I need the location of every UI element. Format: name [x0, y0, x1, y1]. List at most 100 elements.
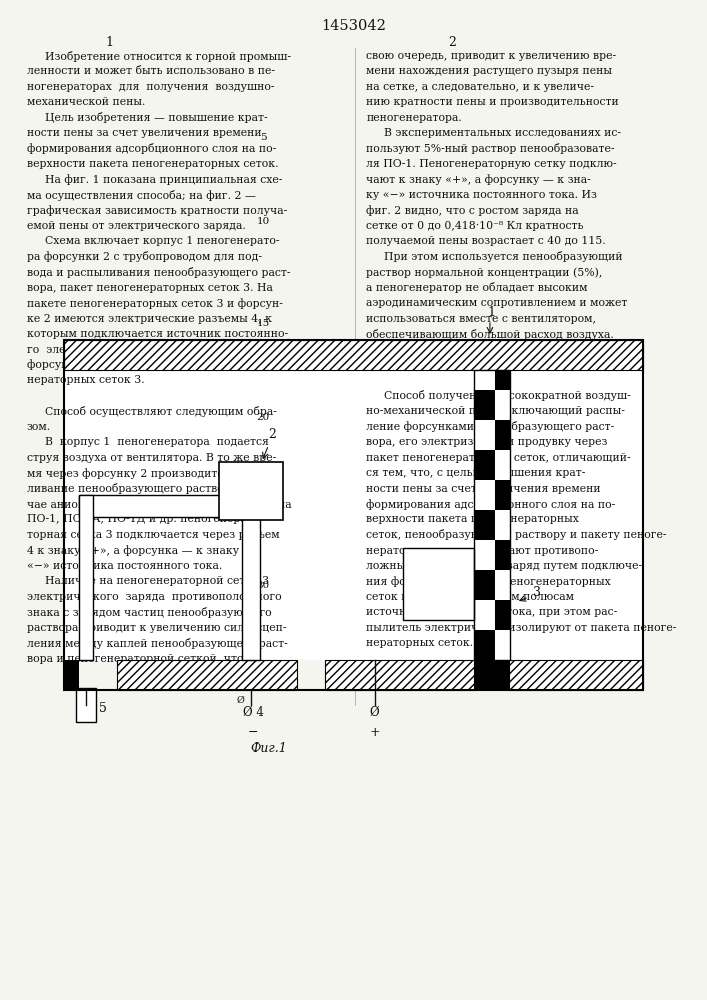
- Bar: [495, 510, 510, 540]
- Text: ПО-1, ПО-1А, ПО-1Д и др. пеногенера-: ПО-1, ПО-1А, ПО-1Д и др. пеногенера-: [27, 515, 250, 524]
- Text: использоваться вместе с вентилятором,: использоваться вместе с вентилятором,: [366, 314, 596, 324]
- Text: 3: 3: [533, 585, 542, 598]
- Text: 15: 15: [257, 320, 269, 328]
- Text: верхности пакета пеногенераторных сеток.: верхности пакета пеногенераторных сеток.: [27, 159, 279, 169]
- Bar: [325, 660, 474, 690]
- Text: пользуют 5%-ный раствор пенообразовате-: пользуют 5%-ный раствор пенообразовате-: [366, 143, 614, 154]
- Text: фиг. 2 видно, что с ростом заряда на: фиг. 2 видно, что с ростом заряда на: [366, 205, 579, 216]
- Text: 1453042: 1453042: [321, 19, 386, 33]
- Text: пакете пеногенераторных сеток 3 и форсун-: пакете пеногенераторных сеток 3 и форсун…: [27, 298, 283, 309]
- Bar: [64, 340, 643, 370]
- Text: вора, пакет пеногенераторных сеток 3. На: вора, пакет пеногенераторных сеток 3. На: [27, 283, 273, 293]
- Text: ра форсунки 2 с трубопроводом для под-: ра форсунки 2 с трубопроводом для под-: [27, 251, 262, 262]
- Text: мя через форсунку 2 производится распы-: мя через форсунку 2 производится распы-: [27, 468, 272, 479]
- Text: зом.: зом.: [27, 422, 51, 432]
- Text: 10: 10: [257, 218, 269, 227]
- Bar: [474, 480, 495, 510]
- Bar: [474, 370, 510, 660]
- Bar: [495, 390, 510, 420]
- Bar: [79, 495, 242, 517]
- Bar: [219, 462, 283, 520]
- Bar: [474, 510, 495, 540]
- Bar: [474, 450, 495, 480]
- Text: −: −: [248, 726, 258, 738]
- Text: чают к знаку «+», а форсунку — к зна-: чают к знаку «+», а форсунку — к зна-: [366, 174, 591, 185]
- Text: В  корпус 1  пеногенератора  подается: В корпус 1 пеногенератора подается: [45, 437, 269, 447]
- Text: верхности пакета пеногенераторных: верхности пакета пеногенераторных: [366, 515, 579, 524]
- Text: вора, его электризацию и продувку через: вора, его электризацию и продувку через: [366, 437, 607, 447]
- Text: ности пены за счет увеличения времени: ности пены за счет увеличения времени: [27, 128, 262, 138]
- Bar: [495, 480, 510, 510]
- Text: 35: 35: [257, 666, 269, 674]
- Bar: [76, 688, 96, 722]
- Bar: [474, 660, 509, 690]
- Text: ке 2 имеются электрические разъемы 4, к: ке 2 имеются электрические разъемы 4, к: [27, 314, 272, 324]
- Text: 2: 2: [268, 428, 276, 442]
- Text: формирования адсорбционного слоя на по-: формирования адсорбционного слоя на по-: [366, 499, 616, 510]
- Bar: [495, 630, 510, 660]
- Text: Изобретение относится к горной промыш-: Изобретение относится к горной промыш-: [45, 50, 291, 62]
- Text: нию кратности пены и производительности: нию кратности пены и производительности: [366, 97, 619, 107]
- Text: ногенераторах  для  получения  воздушно-: ногенераторах для получения воздушно-: [27, 82, 274, 92]
- Text: 25: 25: [257, 504, 269, 514]
- Bar: [403, 548, 474, 620]
- Text: 1: 1: [105, 36, 114, 49]
- Text: вора и пеногенераторной сеткой, что, в: вора и пеногенераторной сеткой, что, в: [27, 654, 257, 664]
- Text: Ø 4: Ø 4: [243, 706, 264, 718]
- Bar: [79, 495, 93, 660]
- Text: торная сетка 3 подключается через разъем: торная сетка 3 подключается через разъем: [27, 530, 279, 540]
- Text: ление форсунками пенообразующего раст-: ление форсунками пенообразующего раст-: [366, 421, 614, 432]
- Text: источника постоянного тока, при этом рас-: источника постоянного тока, при этом рас…: [366, 607, 617, 617]
- Text: нераторных сеток сообщают противопо-: нераторных сеток сообщают противопо-: [366, 545, 599, 556]
- Bar: [495, 370, 510, 390]
- Bar: [117, 660, 297, 690]
- Text: го  электрического  тока.  Прокладкой 5: го электрического тока. Прокладкой 5: [27, 345, 262, 355]
- Text: раствора приводит к увеличению силы сцеп-: раствора приводит к увеличению силы сцеп…: [27, 623, 286, 633]
- Bar: [474, 570, 495, 600]
- Text: аэродинамическим сопротивлением и может: аэродинамическим сопротивлением и может: [366, 298, 628, 308]
- Text: 5: 5: [98, 702, 107, 714]
- Text: пеногенератора.: пеногенератора.: [366, 113, 462, 123]
- Text: а пеногенератор не обладает высоким: а пеногенератор не обладает высоким: [366, 282, 588, 293]
- Text: +: +: [369, 726, 380, 738]
- Bar: [474, 630, 495, 660]
- Bar: [474, 390, 495, 420]
- Text: В экспериментальных исследованиях ис-: В экспериментальных исследованиях ис-: [384, 128, 621, 138]
- Text: чае анионоактивных пенообразователей типа: чае анионоактивных пенообразователей тип…: [27, 499, 291, 510]
- Text: Ø: Ø: [236, 696, 245, 704]
- Text: ся тем, что, с целью повышения крат-: ся тем, что, с целью повышения крат-: [366, 468, 585, 478]
- Bar: [64, 370, 643, 660]
- Text: 30: 30: [257, 580, 269, 589]
- Text: мени нахождения растущего пузыря пены: мени нахождения растущего пузыря пены: [366, 66, 612, 76]
- Text: 1: 1: [487, 306, 496, 318]
- Text: ния форсунок и пакета пеногенераторных: ния форсунок и пакета пеногенераторных: [366, 576, 611, 587]
- Text: Способ получения высокократной воздуш-: Способ получения высокократной воздуш-: [384, 390, 631, 401]
- Bar: [474, 420, 495, 450]
- Text: 20: 20: [257, 412, 269, 422]
- Bar: [474, 540, 495, 570]
- Text: 5: 5: [259, 132, 267, 141]
- Text: ленности и может быть использовано в пе-: ленности и может быть использовано в пе-: [27, 66, 275, 76]
- Text: пылитель электрически изолируют от пакета пеноге-: пылитель электрически изолируют от пакет…: [366, 623, 677, 633]
- Text: Ø: Ø: [370, 706, 380, 718]
- Text: емой пены от электрического заряда.: емой пены от электрического заряда.: [27, 221, 245, 231]
- Bar: [64, 340, 643, 690]
- Text: электрического  заряда  противоположного: электрического заряда противоположного: [27, 592, 281, 602]
- Text: ливание пенообразующего раствора. В слу-: ливание пенообразующего раствора. В слу-: [27, 483, 278, 494]
- Text: вода и распыливания пенообразующего раст-: вода и распыливания пенообразующего раст…: [27, 267, 291, 278]
- Text: Способ осуществляют следующим обра-: Способ осуществляют следующим обра-: [45, 406, 276, 417]
- Text: раствор нормальной концентрации (5%),: раствор нормальной концентрации (5%),: [366, 267, 602, 278]
- Text: При этом используется пенообразующий: При этом используется пенообразующий: [384, 251, 623, 262]
- Text: нераторных сеток 3.: нераторных сеток 3.: [27, 375, 144, 385]
- Bar: [474, 370, 495, 390]
- Text: на сетке, а следовательно, и к увеличе-: на сетке, а следовательно, и к увеличе-: [366, 82, 594, 92]
- Text: сеток, пенообразующему раствору и пакету пеноге-: сеток, пенообразующему раствору и пакету…: [366, 529, 667, 540]
- Text: ности пены за счет увеличения времени: ности пены за счет увеличения времени: [366, 484, 601, 494]
- Text: 4 к знаку «+», а форсунка — к знаку: 4 к знаку «+», а форсунка — к знаку: [27, 545, 239, 556]
- Text: Формула изобретения: Формула изобретения: [383, 360, 515, 370]
- Text: ложный электрический заряд путем подключе-: ложный электрический заряд путем подключ…: [366, 561, 643, 571]
- Text: ля ПО-1. Пеногенераторную сетку подклю-: ля ПО-1. Пеногенераторную сетку подклю-: [366, 159, 617, 169]
- Bar: [495, 570, 510, 600]
- Bar: [495, 420, 510, 450]
- Bar: [509, 660, 643, 690]
